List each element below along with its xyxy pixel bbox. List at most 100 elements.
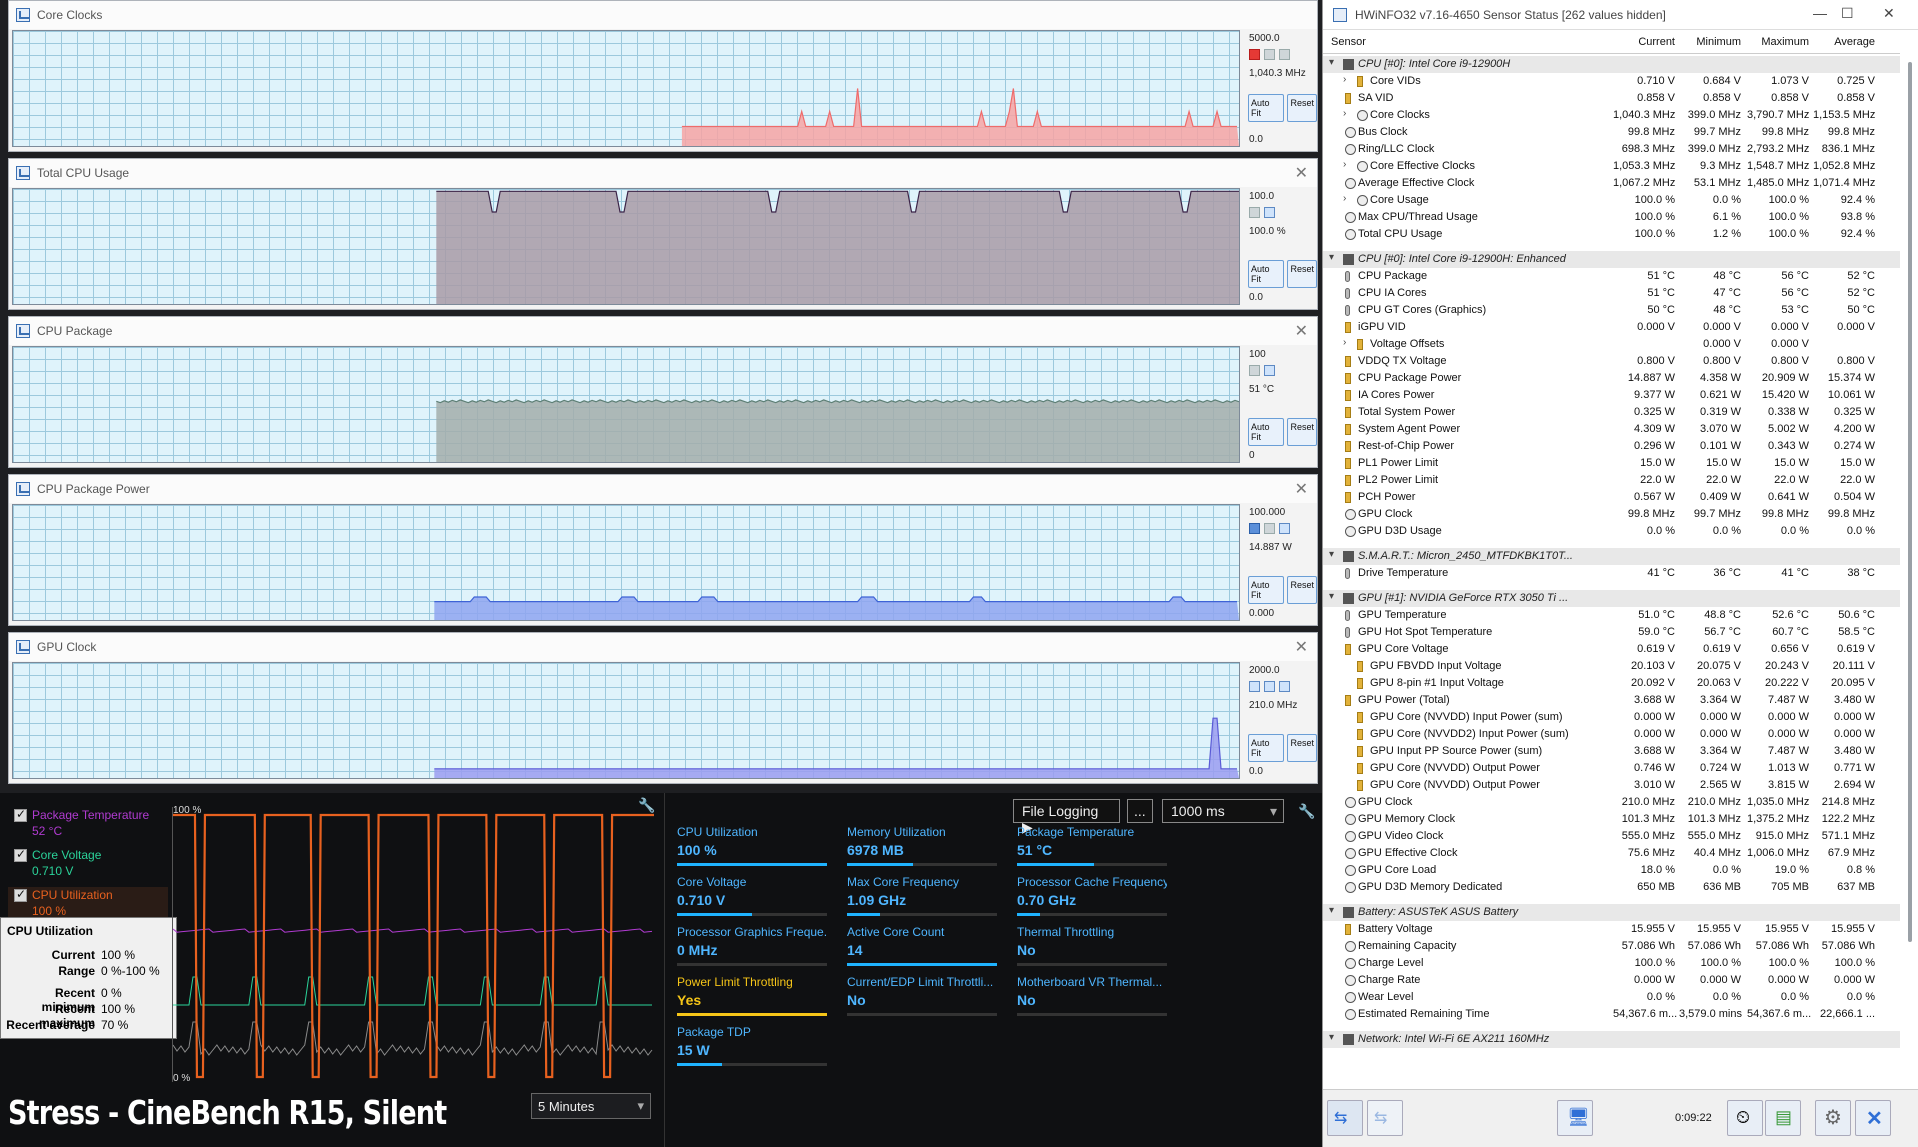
checkbox-icon[interactable] [14, 889, 27, 902]
series-toggle[interactable] [1264, 365, 1275, 376]
sensor-row[interactable]: Battery Voltage 15.955 V 15.955 V 15.955 V 1… [1323, 921, 1900, 938]
series-toggle[interactable] [1264, 681, 1275, 692]
sensor-row[interactable]: Charge Level 100.0 % 100.0 % 100.0 % 100.0 % [1323, 955, 1900, 972]
sensor-group[interactable]: ▾ Network: Intel Wi-Fi 6E AX211 160MHz [1323, 1031, 1900, 1048]
graph-window[interactable]: GPU Clock ✕ 2000.0 210.0 MHz Auto Fit Re… [8, 632, 1318, 784]
sensor-row[interactable]: GPU Core (NVVDD) Output Power 3.010 W 2.56… [1323, 777, 1900, 794]
expand-icon[interactable]: › [1343, 108, 1346, 119]
sensor-row[interactable]: PL1 Power Limit 15.0 W 15.0 W 15.0 W 15.0 W [1323, 455, 1900, 472]
graph-window[interactable]: Total CPU Usage ✕ 100.0 100.0 % Auto Fit… [8, 158, 1318, 310]
log-icon[interactable]: ▤ [1765, 1100, 1801, 1136]
sensor-row[interactable]: GPU Memory Clock 101.3 MHz 101.3 MHz 1,375.… [1323, 811, 1900, 828]
network-icon[interactable]: 🖥 [1557, 1100, 1593, 1136]
col-current[interactable]: Current [1613, 36, 1675, 48]
close-icon[interactable]: ✕ [1295, 637, 1308, 657]
sensor-row[interactable]: CPU GT Cores (Graphics) 50 °C 48 °C 53 °C 50… [1323, 302, 1900, 319]
sensor-row[interactable]: CPU Package Power 14.887 W 4.358 W 20.909 W… [1323, 370, 1900, 387]
reset-button[interactable]: Reset [1287, 260, 1317, 288]
series-toggle[interactable] [1249, 49, 1260, 60]
sensor-group[interactable]: ▾ CPU [#0]: Intel Core i9-12900H [1323, 56, 1900, 73]
sensor-row[interactable]: Max CPU/Thread Usage 100.0 % 6.1 % 100.0 % 9… [1323, 209, 1900, 226]
reset-button[interactable]: Reset [1287, 576, 1317, 604]
nav-back-icon[interactable]: ⇆ [1327, 1100, 1363, 1136]
sensor-row[interactable]: GPU Input PP Source Power (sum) 3.688 W 3.… [1323, 743, 1900, 760]
col-average[interactable]: Average [1813, 36, 1875, 48]
series-toggle[interactable] [1279, 681, 1290, 692]
legend-item-core-voltage[interactable]: Core Voltage 0.710 V [8, 847, 168, 887]
collapse-icon[interactable]: ▾ [1329, 57, 1334, 68]
close-icon[interactable]: ✕ [1295, 479, 1308, 499]
sensor-row[interactable]: Estimated Remaining Time 54,367.6 m... 3,5… [1323, 1006, 1900, 1023]
scrollbar[interactable] [1904, 54, 1916, 944]
sensor-group[interactable]: ▾ S.M.A.R.T.: Micron_2450_MTFDKBK1T0T... [1323, 548, 1900, 565]
reset-button[interactable]: Reset [1287, 94, 1317, 122]
sensor-row[interactable]: GPU FBVDD Input Voltage 20.103 V 20.075 V 2… [1323, 658, 1900, 675]
sensor-row[interactable]: GPU Core (NVVDD2) Input Power (sum) 0.000… [1323, 726, 1900, 743]
sensor-row[interactable]: Drive Temperature 41 °C 36 °C 41 °C 38 °C [1323, 565, 1900, 582]
sensor-group[interactable]: ▾ CPU [#0]: Intel Core i9-12900H: Enhanc… [1323, 251, 1900, 268]
legend-item-package-temperature[interactable]: Package Temperature 52 °C [8, 807, 168, 847]
auto-fit-button[interactable]: Auto Fit [1248, 94, 1284, 122]
scrollbar-thumb[interactable] [1908, 62, 1912, 942]
wrench-icon[interactable]: 🔧 [638, 797, 655, 814]
graph-window[interactable]: Core Clocks 5000.0 1,040.3 MHz Auto Fit … [8, 0, 1318, 152]
sensor-row[interactable]: GPU Power (Total) 3.688 W 3.364 W 7.487 W 3.… [1323, 692, 1900, 709]
graph-titlebar[interactable]: Core Clocks [9, 1, 1317, 29]
file-logging-button[interactable]: File Logging ▶ [1013, 799, 1120, 823]
close-icon[interactable]: ✕ [1855, 1100, 1891, 1136]
sensor-row[interactable]: Total CPU Usage 100.0 % 1.2 % 100.0 % 92.4 % [1323, 226, 1900, 243]
period-select[interactable]: 5 Minutes [531, 1093, 651, 1119]
series-toggle[interactable] [1249, 207, 1260, 218]
sensor-row[interactable]: › Core VIDs 0.710 V 0.684 V 1.073 V 0.725 V [1323, 73, 1900, 90]
graph-titlebar[interactable]: Total CPU Usage ✕ [9, 159, 1317, 187]
sensor-row[interactable]: › Voltage Offsets 0.000 V 0.000 V [1323, 336, 1900, 353]
sensor-row[interactable]: GPU D3D Memory Dedicated 650 MB 636 MB 705 … [1323, 879, 1900, 896]
col-maximum[interactable]: Maximum [1747, 36, 1809, 48]
series-toggle[interactable] [1264, 523, 1275, 534]
close-icon[interactable]: ✕ [1295, 163, 1308, 183]
series-toggle[interactable] [1249, 523, 1260, 534]
sensor-row[interactable]: PL2 Power Limit 22.0 W 22.0 W 22.0 W 22.0 W [1323, 472, 1900, 489]
sensor-row[interactable]: Average Effective Clock 1,067.2 MHz 53.1 M… [1323, 175, 1900, 192]
sensor-row[interactable]: GPU Core (NVVDD) Output Power 0.746 W 0.72… [1323, 760, 1900, 777]
series-toggle[interactable] [1264, 207, 1275, 218]
close-icon[interactable]: ✕ [1883, 5, 1895, 22]
wrench-icon[interactable]: 🔧 [1298, 803, 1315, 820]
sensor-row[interactable]: GPU Temperature 51.0 °C 48.8 °C 52.6 °C 50.6… [1323, 607, 1900, 624]
sensor-group[interactable]: ▾ Battery: ASUSTeK ASUS Battery [1323, 904, 1900, 921]
nav-forward-icon[interactable]: ⇆ [1367, 1100, 1403, 1136]
collapse-icon[interactable]: ▾ [1329, 1032, 1334, 1043]
sensor-row[interactable]: VDDQ TX Voltage 0.800 V 0.800 V 0.800 V 0.80… [1323, 353, 1900, 370]
sensor-row[interactable]: GPU Core Voltage 0.619 V 0.619 V 0.656 V 0.6… [1323, 641, 1900, 658]
expand-icon[interactable]: › [1343, 74, 1346, 85]
auto-fit-button[interactable]: Auto Fit [1248, 576, 1284, 604]
collapse-icon[interactable]: ▾ [1329, 252, 1334, 263]
sensor-row[interactable]: Ring/LLC Clock 698.3 MHz 399.0 MHz 2,793.2 … [1323, 141, 1900, 158]
sensor-row[interactable]: Total System Power 0.325 W 0.319 W 0.338 W 0… [1323, 404, 1900, 421]
more-button[interactable]: ... [1127, 799, 1153, 823]
monitor-graph[interactable]: 100 % 0 % [172, 807, 654, 1082]
minimize-icon[interactable]: — [1813, 5, 1827, 21]
collapse-icon[interactable]: ▾ [1329, 591, 1334, 602]
sensor-row[interactable]: CPU Package 51 °C 48 °C 56 °C 52 °C [1323, 268, 1900, 285]
sensor-row[interactable]: SA VID 0.858 V 0.858 V 0.858 V 0.858 V [1323, 90, 1900, 107]
graph-titlebar[interactable]: GPU Clock ✕ [9, 633, 1317, 661]
sensor-row[interactable]: GPU Clock 99.8 MHz 99.7 MHz 99.8 MHz 99.8 MH… [1323, 506, 1900, 523]
gear-icon[interactable]: ⚙ [1815, 1100, 1851, 1136]
reset-button[interactable]: Reset [1287, 734, 1317, 762]
auto-fit-button[interactable]: Auto Fit [1248, 418, 1284, 446]
expand-icon[interactable]: › [1343, 193, 1346, 204]
sensor-row[interactable]: GPU 8-pin #1 Input Voltage 20.092 V 20.063… [1323, 675, 1900, 692]
sensor-row[interactable]: › Core Usage 100.0 % 0.0 % 100.0 % 92.4 % [1323, 192, 1900, 209]
collapse-icon[interactable]: ▾ [1329, 549, 1334, 560]
collapse-icon[interactable]: ▾ [1329, 905, 1334, 916]
col-minimum[interactable]: Minimum [1679, 36, 1741, 48]
series-toggle[interactable] [1249, 681, 1260, 692]
maximize-icon[interactable]: ☐ [1841, 5, 1854, 22]
sensor-row[interactable]: IA Cores Power 9.377 W 0.621 W 15.420 W 10.0… [1323, 387, 1900, 404]
sensor-row[interactable]: GPU Core Load 18.0 % 0.0 % 19.0 % 0.8 % [1323, 862, 1900, 879]
sensor-row[interactable]: Bus Clock 99.8 MHz 99.7 MHz 99.8 MHz 99.8 MH… [1323, 124, 1900, 141]
close-icon[interactable]: ✕ [1295, 321, 1308, 341]
interval-select[interactable]: 1000 ms ▾ [1162, 799, 1284, 823]
sensor-row[interactable]: › Core Effective Clocks 1,053.3 MHz 9.3 MH… [1323, 158, 1900, 175]
